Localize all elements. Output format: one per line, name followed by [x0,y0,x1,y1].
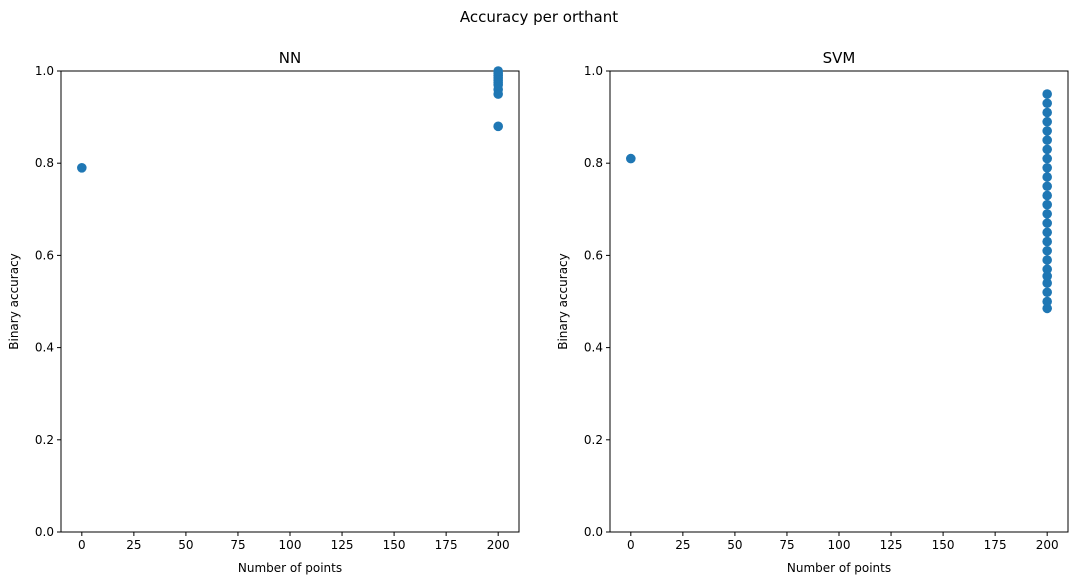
scatter-point [1042,144,1052,155]
scatter-point [77,163,87,173]
scatter-point [1042,255,1052,265]
x-tick-label: 200 [487,538,510,552]
x-tick-label: 200 [1036,538,1059,552]
panel-title: SVM [823,49,856,67]
scatter-point [1042,116,1052,127]
x-tick-label: 125 [880,538,903,552]
x-tick-label: 25 [675,538,690,552]
y-tick-label: 0.2 [584,433,603,447]
x-tick-label: 0 [627,538,635,552]
y-tick-label: 0.4 [584,341,603,355]
x-tick-label: 150 [932,538,955,552]
plot-area-frame [60,70,520,533]
scatter-point [1042,199,1052,210]
scatter-point [493,121,503,132]
x-tick-label: 25 [126,538,141,552]
scatter-point [1042,163,1052,173]
scatter-point [1042,172,1052,182]
scatter-point [1042,287,1052,298]
scatter-point [1042,245,1052,256]
scatter-point [493,66,503,76]
x-tick-label: 50 [178,538,193,552]
x-tick-label: 100 [279,538,302,552]
figure-suptitle: Accuracy per orthant [459,8,619,26]
x-tick-label: 75 [230,538,245,552]
x-axis-label: Number of points [238,561,342,575]
x-tick-label: 75 [779,538,794,552]
y-tick-label: 0.6 [584,248,603,262]
scatter-point [1042,303,1052,314]
scatter-point [1042,264,1052,275]
panel-title: NN [279,49,301,67]
scatter-point [1042,236,1052,247]
y-axis-label: Binary accuracy [7,253,21,350]
scatter-point [1042,296,1052,307]
x-tick-label: 50 [727,538,742,552]
scatter-point [1042,218,1052,228]
scatter-point [1042,135,1052,145]
scatter-point [1042,227,1052,238]
plot-area-frame [609,70,1069,533]
scatter-point [1042,89,1052,99]
y-tick-label: 0.0 [584,525,603,539]
y-tick-label: 0.6 [35,248,54,262]
x-tick-label: 100 [828,538,851,552]
x-tick-label: 150 [383,538,406,552]
scatter-point [1042,209,1052,219]
y-tick-label: 0.4 [35,341,54,355]
scatter-point [1042,153,1052,164]
x-tick-label: 175 [435,538,458,552]
x-tick-label: 125 [331,538,354,552]
scatter-point [1042,126,1052,136]
y-tick-label: 1.0 [584,64,603,78]
scatter-point [1042,278,1052,288]
y-axis-label: Binary accuracy [556,253,570,350]
y-tick-label: 0.0 [35,525,54,539]
scatter-point [1042,190,1052,201]
x-tick-label: 0 [78,538,86,552]
y-tick-label: 0.2 [35,433,54,447]
y-tick-label: 0.8 [584,156,603,170]
x-axis-label: Number of points [787,561,891,575]
y-tick-label: 0.8 [35,156,54,170]
scatter-point [1042,98,1052,109]
scatter-point [1042,181,1052,192]
scatter-point [1042,271,1052,281]
x-tick-label: 175 [984,538,1007,552]
scatter-point [626,153,636,164]
scatter-point [1042,107,1052,118]
y-tick-label: 1.0 [35,64,54,78]
